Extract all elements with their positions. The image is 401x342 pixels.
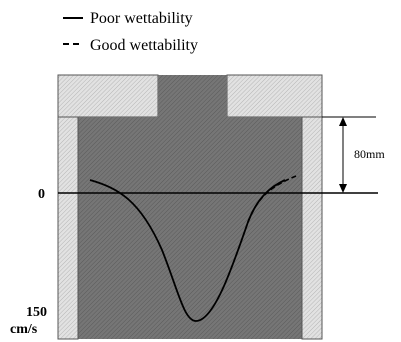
side-wall-right — [301, 116, 323, 340]
fluid-body — [78, 117, 302, 339]
side-wall-left — [57, 116, 79, 340]
top-wall-left — [57, 74, 159, 118]
fluid-channel — [158, 75, 227, 117]
unit-label: cm/s — [10, 322, 38, 337]
top-wall-right — [226, 74, 323, 118]
legend: Poor wettability Good wettability — [63, 10, 198, 54]
zero-label: 0 — [38, 187, 45, 202]
legend-solid-label: Poor wettability — [90, 10, 193, 27]
legend-dashed-label: Good wettability — [90, 37, 198, 54]
good-wettability-curve — [247, 175, 297, 223]
dimension-label: 80mm — [354, 147, 385, 161]
dimension-arrow — [339, 117, 347, 193]
max-value-label: 150 — [26, 305, 47, 320]
